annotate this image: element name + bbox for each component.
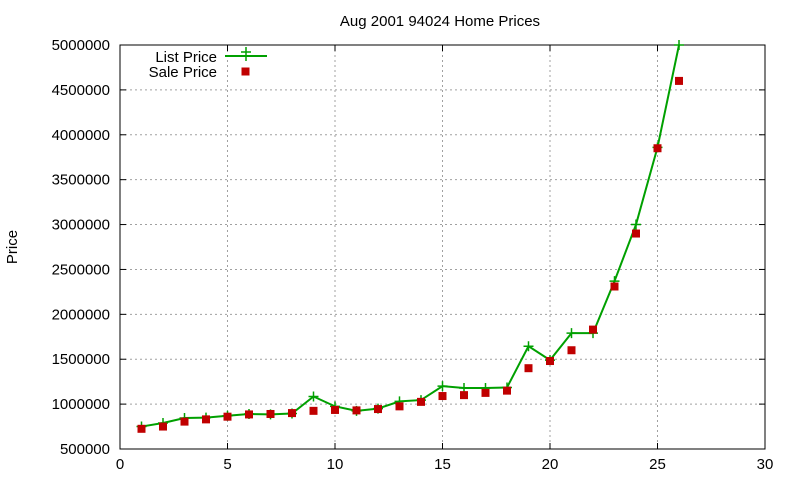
list-price-point xyxy=(566,328,577,339)
sale-price-point xyxy=(202,415,210,424)
list-price-point xyxy=(674,40,684,50)
x-tick-label: 5 xyxy=(223,456,231,473)
legend-marker-sale-price xyxy=(241,67,250,76)
sale-price-point xyxy=(417,397,425,406)
y-tick-label: 2500000 xyxy=(52,261,110,278)
y-tick-label: 4000000 xyxy=(52,127,110,144)
sale-price-point xyxy=(460,391,468,400)
sale-price-point xyxy=(610,282,619,291)
sale-price-point xyxy=(675,76,683,85)
y-axis-label: Price xyxy=(4,230,21,264)
legend-label-list-price: List Price xyxy=(155,49,217,66)
x-tick-label: 10 xyxy=(327,456,344,473)
list-price-point xyxy=(437,381,448,392)
sale-price-point xyxy=(524,364,533,373)
sale-price-point xyxy=(503,386,511,395)
sale-price-point xyxy=(266,409,275,418)
y-tick-label: 3500000 xyxy=(52,172,110,189)
x-tick-label: 30 xyxy=(757,456,774,473)
y-tick-label: 3000000 xyxy=(52,217,110,234)
y-tick-label: 1000000 xyxy=(52,396,110,413)
series-layer xyxy=(136,40,684,433)
y-tick-label: 2000000 xyxy=(52,306,110,323)
sale-price-point xyxy=(653,144,662,153)
sale-price-point xyxy=(159,422,167,431)
sale-price-point xyxy=(245,410,253,419)
x-tick-label: 25 xyxy=(649,456,666,473)
sale-price-point xyxy=(567,346,576,355)
y-tick-label: 1500000 xyxy=(52,351,110,368)
sale-price-point xyxy=(223,412,232,421)
list-price-point xyxy=(631,219,641,230)
legend-label-sale-price: Sale Price xyxy=(149,64,217,81)
sale-price-point xyxy=(481,388,490,397)
y-tick-label: 4500000 xyxy=(52,82,110,99)
chart-title: Aug 2001 94024 Home Prices xyxy=(340,13,540,30)
sale-price-point xyxy=(374,405,382,414)
sale-price-point xyxy=(632,229,640,238)
sale-price-point xyxy=(331,405,339,414)
sale-price-point xyxy=(288,409,296,418)
list-price-line xyxy=(141,44,680,428)
x-tick-label: 15 xyxy=(434,456,451,473)
sale-price-point xyxy=(352,406,361,415)
legend: List Price Sale Price xyxy=(149,47,267,81)
sale-price-point xyxy=(137,424,146,433)
y-tick-label: 500000 xyxy=(60,441,110,458)
x-tick-label: 20 xyxy=(542,456,559,473)
sale-price-point xyxy=(180,417,189,426)
sale-price-point xyxy=(309,406,318,415)
list-price-point xyxy=(308,391,319,402)
list-price-point xyxy=(523,341,534,352)
x-tick-label: 0 xyxy=(116,456,124,473)
sale-price-point xyxy=(546,357,554,366)
sale-price-point xyxy=(438,392,447,401)
y-tick-label: 5000000 xyxy=(52,37,110,54)
legend-marker-list-price xyxy=(241,47,251,61)
sale-price-point xyxy=(395,402,404,411)
axis-layer: 0 5 10 15 20 25 30 500000 1000000 1500000 2000000 2… xyxy=(52,37,774,473)
sale-price-point xyxy=(589,325,597,334)
